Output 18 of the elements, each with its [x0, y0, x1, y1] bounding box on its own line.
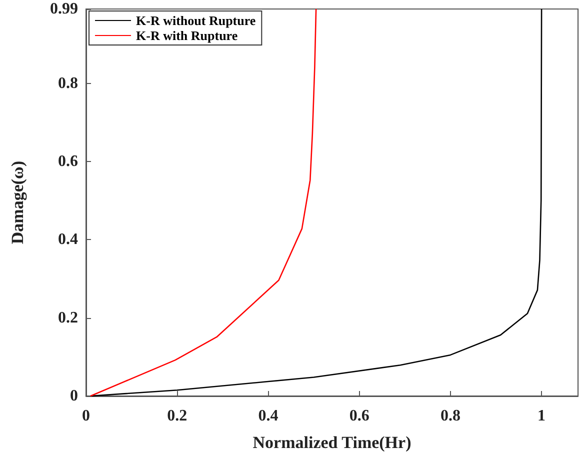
y-tick-label: 0.99: [50, 0, 78, 18]
x-tick-label: 0.6: [349, 408, 370, 424]
y-axis-title: Damage(ω): [8, 160, 27, 244]
y-tick-label: 0.2: [58, 309, 78, 326]
x-tick-label: 0: [82, 408, 90, 424]
y-tick-label: 0.8: [58, 74, 78, 92]
y-tick-label: 0: [70, 388, 78, 404]
line-series: [90, 8, 317, 397]
y-tick-label: 0.6: [58, 152, 78, 170]
line-series: [90, 8, 542, 397]
x-tick-label: 0.4: [258, 408, 278, 424]
x-tick-label: 0.2: [167, 408, 188, 424]
x-tick-label: 1: [538, 408, 546, 424]
legend-label: K-R with Rupture: [136, 28, 238, 43]
x-axis-title: Normalized Time(Hr): [252, 433, 412, 452]
legend-label: K-R without Rupture: [136, 13, 256, 28]
y-tick-label: 0.4: [58, 231, 78, 248]
x-tick-label: 0.8: [440, 408, 460, 424]
